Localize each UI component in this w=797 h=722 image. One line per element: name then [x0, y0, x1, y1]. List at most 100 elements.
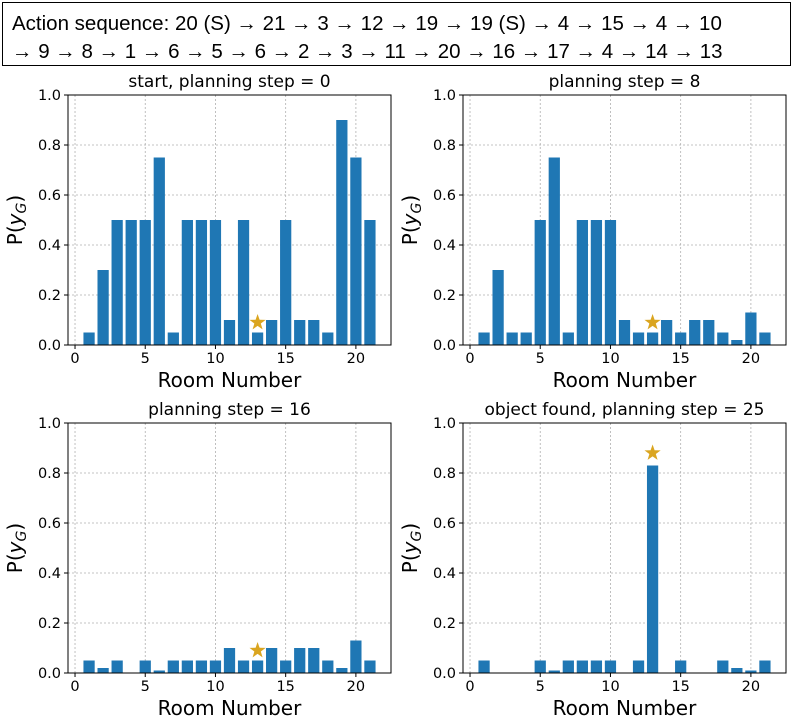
bar-room-2 — [97, 668, 109, 673]
y-tick-label: 0.2 — [38, 616, 61, 632]
bar-room-14 — [266, 648, 278, 673]
bar-room-8 — [181, 660, 193, 673]
bar-room-4 — [125, 220, 137, 345]
axes-frame — [67, 94, 392, 346]
bar-room-10 — [604, 220, 617, 345]
bar-room-15 — [280, 660, 292, 673]
bar-room-7 — [562, 660, 574, 673]
y-tick-label: 0.8 — [433, 466, 456, 482]
x-tick-label: 20 — [742, 351, 760, 367]
bar-room-12 — [632, 660, 645, 673]
bar-room-11 — [223, 648, 236, 673]
x-tick-label: 15 — [276, 351, 294, 367]
bar-room-12 — [237, 660, 250, 673]
bar-room-4 — [520, 332, 532, 345]
x-tick-label: 0 — [70, 679, 79, 695]
axes-frame — [462, 422, 787, 674]
bar-room-3 — [111, 220, 123, 345]
y-tick-label: 1.0 — [38, 88, 61, 104]
bar-room-12 — [237, 220, 250, 345]
bar-room-10 — [604, 660, 617, 673]
bar-room-18 — [717, 332, 729, 345]
bar-room-7 — [167, 660, 179, 673]
x-axis-label: Room Number — [158, 696, 302, 720]
bar-room-5 — [534, 220, 546, 345]
goal-star-icon — [644, 314, 661, 330]
bar-room-5 — [139, 220, 151, 345]
bar-room-6 — [153, 157, 165, 345]
chart-title: start, planning step = 0 — [128, 72, 330, 92]
bar-room-15 — [675, 660, 687, 673]
y-tick-label: 0.6 — [433, 188, 456, 204]
bar-room-17 — [308, 648, 320, 673]
bar-room-16 — [294, 648, 306, 673]
bar-room-20 — [745, 312, 757, 345]
x-tick-label: 5 — [536, 351, 545, 367]
y-tick-label: 0.0 — [433, 338, 456, 354]
bar-room-18 — [322, 660, 334, 673]
bar-room-1 — [83, 332, 95, 345]
bar-room-1 — [478, 660, 490, 673]
bar-room-6 — [153, 670, 165, 673]
chart-title: object found, planning step = 25 — [485, 400, 765, 420]
goal-star-icon — [249, 314, 266, 330]
goal-star-icon — [249, 642, 266, 658]
y-axis-label: P(yG) — [398, 523, 425, 573]
bar-room-5 — [534, 660, 546, 673]
bar-room-14 — [266, 320, 278, 345]
action-sequence-line-1: Action sequence: 20 (S) → 21 → 3 → 12 → … — [12, 12, 722, 35]
y-tick-label: 0.8 — [433, 138, 456, 154]
bar-room-7 — [562, 332, 574, 345]
x-tick-label: 5 — [141, 679, 150, 695]
bar-room-17 — [308, 320, 320, 345]
x-tick-label: 5 — [141, 351, 150, 367]
y-tick-label: 0.0 — [38, 338, 61, 354]
x-tick-label: 20 — [347, 679, 365, 695]
y-tick-label: 0.6 — [38, 516, 61, 532]
bar-room-14 — [661, 320, 673, 345]
bar-room-9 — [195, 660, 208, 673]
bar-room-12 — [632, 332, 645, 345]
bar-room-6 — [548, 157, 560, 345]
action-sequence-box: Action sequence: 20 (S) → 21 → 3 → 12 → … — [2, 2, 791, 66]
y-tick-label: 0.2 — [38, 288, 61, 304]
x-tick-label: 0 — [465, 679, 474, 695]
y-tick-label: 0.6 — [38, 188, 61, 204]
x-tick-label: 10 — [206, 351, 224, 367]
x-tick-label: 5 — [536, 679, 545, 695]
bar-room-11 — [618, 320, 631, 345]
y-tick-label: 0.0 — [433, 666, 456, 682]
y-tick-label: 0.8 — [38, 466, 61, 482]
bar-room-15 — [675, 332, 687, 345]
bar-room-13 — [251, 332, 264, 345]
y-tick-label: 0.4 — [433, 566, 456, 582]
x-tick-label: 10 — [601, 679, 619, 695]
x-tick-label: 20 — [347, 351, 365, 367]
chart-title: planning step = 8 — [549, 72, 701, 92]
x-tick-label: 15 — [276, 679, 294, 695]
y-tick-label: 1.0 — [433, 88, 456, 104]
y-tick-label: 1.0 — [433, 416, 456, 432]
bar-room-9 — [195, 220, 208, 345]
x-axis-label: Room Number — [553, 696, 697, 720]
bar-room-2 — [97, 270, 109, 345]
bar-room-20 — [350, 640, 362, 673]
bar-room-21 — [364, 660, 376, 673]
bar-room-18 — [717, 660, 729, 673]
bar-room-10 — [209, 660, 222, 673]
bar-room-11 — [223, 320, 236, 345]
y-tick-label: 0.0 — [38, 666, 61, 682]
bar-room-16 — [689, 320, 701, 345]
x-tick-label: 10 — [601, 351, 619, 367]
bar-room-17 — [703, 320, 715, 345]
bar-room-18 — [322, 332, 334, 345]
bar-room-8 — [576, 220, 588, 345]
bar-room-7 — [167, 332, 179, 345]
bar-room-21 — [364, 220, 376, 345]
y-tick-label: 0.2 — [433, 616, 456, 632]
bar-room-10 — [209, 220, 222, 345]
y-tick-label: 0.4 — [38, 566, 61, 582]
bar-room-9 — [590, 660, 603, 673]
bar-room-16 — [294, 320, 306, 345]
